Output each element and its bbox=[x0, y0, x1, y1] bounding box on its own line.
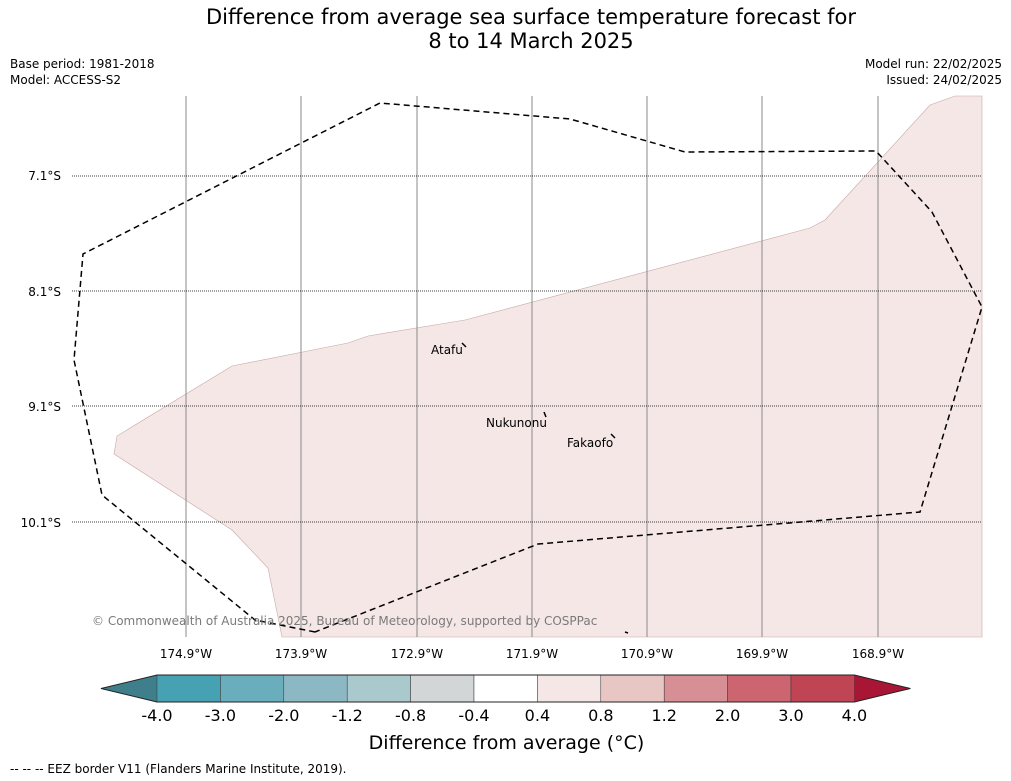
colorbar-tick-label: -0.8 bbox=[395, 706, 426, 725]
lon-label: 172.9°W bbox=[391, 647, 443, 661]
colorbar-tick-label: -1.2 bbox=[332, 706, 363, 725]
colorbar-tick-label: -0.4 bbox=[458, 706, 489, 725]
colorbar-bin bbox=[663, 674, 728, 703]
colorbar-bin bbox=[283, 674, 348, 703]
island-atafu bbox=[461, 342, 467, 348]
colorbar-tick-label: 2.0 bbox=[715, 706, 740, 725]
eez-legend-note: -- -- -- EEZ border V11 (Flanders Marine… bbox=[10, 762, 347, 776]
meta-right: Model run: 22/02/2025 Issued: 24/02/2025 bbox=[865, 56, 1002, 88]
place-label-atafu: Atafu bbox=[431, 343, 463, 357]
latitude-labels: 7.1°S 8.1°S 9.1°S 10.1°S bbox=[21, 169, 61, 530]
latitude-gridlines bbox=[72, 175, 982, 523]
model-name: Model: ACCESS-S2 bbox=[10, 73, 122, 87]
model-run: Model run: 22/02/2025 bbox=[864, 57, 1002, 71]
colorbar-bin bbox=[473, 674, 538, 703]
colorbar-tick-label: -3.0 bbox=[205, 706, 236, 725]
copyright-notice: © Commonwealth of Australia 2025, Bureau… bbox=[92, 614, 598, 628]
colorbar-bin bbox=[220, 674, 285, 703]
colorbar-tick-label: 3.0 bbox=[778, 706, 803, 725]
colorbar-bin bbox=[600, 674, 665, 703]
map-title: Difference from average sea surface temp… bbox=[0, 5, 1011, 53]
base-period: Base period: 1981-2018 bbox=[10, 57, 155, 71]
colorbar-title: Difference from average (°C) bbox=[368, 732, 645, 754]
anomaly-region bbox=[113, 95, 983, 638]
title-line-2: 8 to 14 March 2025 bbox=[428, 29, 634, 53]
colorbar-bin bbox=[346, 674, 411, 703]
eez-border bbox=[73, 102, 983, 633]
colorbar-tick-label: -2.0 bbox=[268, 706, 299, 725]
colorbar-bin bbox=[410, 674, 475, 703]
colorbar: -4.0 -3.0 -2.0 -1.2 -0.8 -0.4 0.4 0.8 1.2 2.0 3.0 4… bbox=[100, 674, 911, 725]
colorbar-tick-label: 0.4 bbox=[525, 706, 550, 725]
title-line-1: Difference from average sea surface temp… bbox=[206, 5, 856, 29]
meta-left: Base period: 1981-2018 Model: ACCESS-S2 bbox=[10, 56, 155, 88]
colorbar-bin bbox=[790, 674, 855, 703]
colorbar-tick-label: 0.8 bbox=[588, 706, 613, 725]
lon-label: 169.9°W bbox=[736, 647, 788, 661]
colorbar-outline bbox=[100, 674, 911, 703]
colorbar-bin bbox=[156, 674, 221, 703]
lat-label: 8.1°S bbox=[28, 285, 61, 299]
colorbar-tick-label: 1.2 bbox=[651, 706, 676, 725]
issued-date: Issued: 24/02/2025 bbox=[886, 73, 1002, 87]
colorbar-tick-label: -4.0 bbox=[141, 706, 172, 725]
islands bbox=[461, 342, 629, 634]
lat-label: 9.1°S bbox=[28, 400, 61, 414]
island-small bbox=[624, 631, 629, 634]
lon-label: 174.9°W bbox=[160, 647, 212, 661]
colorbar-bin bbox=[537, 674, 602, 703]
place-label-nukunonu: Nukunonu bbox=[486, 416, 547, 430]
island-fakaofo bbox=[610, 433, 616, 439]
lon-label: 171.9°W bbox=[506, 647, 558, 661]
longitude-labels: 174.9°W 173.9°W 172.9°W 171.9°W 170.9°W … bbox=[160, 647, 904, 661]
colorbar-tick-label: 4.0 bbox=[842, 706, 867, 725]
lat-label: 7.1°S bbox=[28, 169, 61, 183]
place-label-fakaofo: Fakaofo bbox=[567, 436, 613, 450]
colorbar-extend-low bbox=[101, 675, 157, 702]
lon-label: 170.9°W bbox=[621, 647, 673, 661]
island-nukunonu bbox=[543, 411, 547, 418]
colorbar-extend-high bbox=[854, 675, 911, 702]
lon-label: 168.9°W bbox=[852, 647, 904, 661]
lon-label: 173.9°W bbox=[275, 647, 327, 661]
colorbar-bin bbox=[727, 674, 792, 703]
lat-label: 10.1°S bbox=[21, 516, 61, 530]
